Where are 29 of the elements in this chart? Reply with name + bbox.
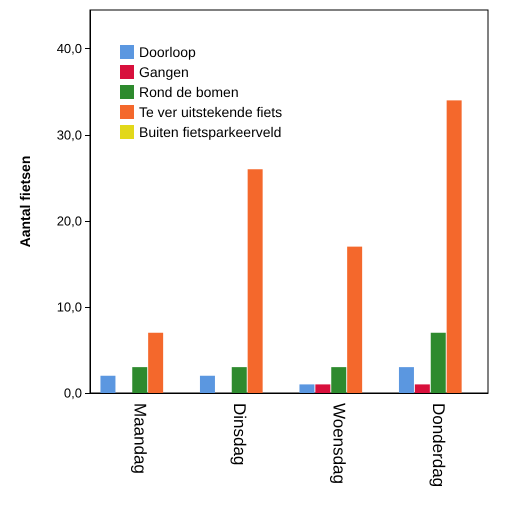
bar <box>347 246 362 393</box>
bar <box>248 169 263 393</box>
bar <box>132 367 148 393</box>
x-tick-label: Dinsdag <box>230 403 249 466</box>
bar <box>100 376 116 393</box>
bar <box>148 332 164 393</box>
bar <box>331 367 346 393</box>
bar <box>299 384 314 393</box>
legend-label: Rond de bomen <box>139 84 239 100</box>
bar <box>200 376 215 393</box>
x-tick-label: Woensdag <box>329 403 348 484</box>
y-tick-label: 10,0 <box>56 299 82 314</box>
x-tick-label: Maandag <box>130 403 150 474</box>
legend-label: Te ver uitstekende fiets <box>139 104 282 120</box>
x-tick-label: Donderdag <box>428 403 448 488</box>
y-tick-label: 30,0 <box>56 127 82 142</box>
bar <box>430 332 446 393</box>
y-tick-label: 0,0 <box>64 386 82 400</box>
bar <box>398 367 414 393</box>
legend-label: Buiten fietsparkeerveld <box>139 124 282 140</box>
y-axis-title: Aantal fietsen <box>17 156 33 248</box>
legend-label: Doorloop <box>139 44 196 60</box>
legend-label: Gangen <box>139 64 189 80</box>
y-tick-label: 40,0 <box>56 41 82 56</box>
y-tick-label: 20,0 <box>56 213 82 228</box>
bar <box>414 384 430 393</box>
bar <box>446 100 462 393</box>
bar <box>232 367 247 393</box>
bar <box>315 384 330 393</box>
